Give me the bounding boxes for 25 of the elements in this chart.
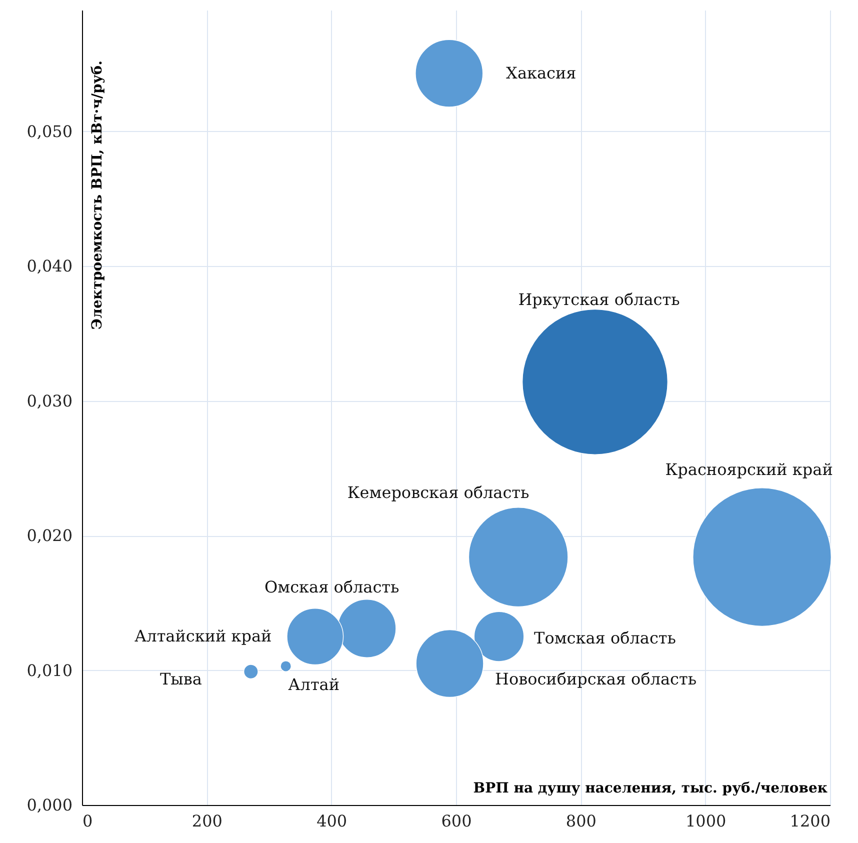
text: Тыва [160, 670, 202, 689]
y-tick-label: 0,030 [26, 391, 72, 410]
y-tick-label: 0,020 [26, 526, 72, 546]
series-label: Новосибирская область [494, 670, 697, 689]
series-label: Томская область [534, 628, 676, 648]
series-label: Кемеровская область [347, 483, 530, 502]
x-tick-label: 800 [566, 812, 596, 830]
y-tick-label: 0,000 [26, 796, 72, 814]
x-tick-label: 400 [316, 812, 348, 830]
y-tick-label: 0,050 [26, 122, 72, 141]
y-tick-label: 0,010 [26, 660, 72, 680]
x-tick-label: 600 [441, 812, 472, 830]
series-label: Красноярский край [665, 460, 833, 480]
y-axis-title: Электроемкость ВРП, кВт·ч/руб. [90, 60, 106, 330]
x-tick-label: 0 [82, 812, 93, 830]
series-label: Алтайский край [134, 626, 272, 646]
x-tick-label: 200 [192, 812, 222, 830]
y-tick-label: 0,040 [26, 256, 72, 276]
x-tick-label: 1000 [685, 812, 726, 830]
series-label: Иркутская область [518, 290, 680, 309]
x-tick-label: 1200 [790, 812, 830, 830]
x-axis-title: ВРП на душу населения, тыс. руб./человек [473, 780, 828, 796]
series-label: Хакасия [506, 63, 576, 82]
series-label: Алтай [288, 675, 340, 694]
series-label: Омская область [264, 577, 400, 596]
